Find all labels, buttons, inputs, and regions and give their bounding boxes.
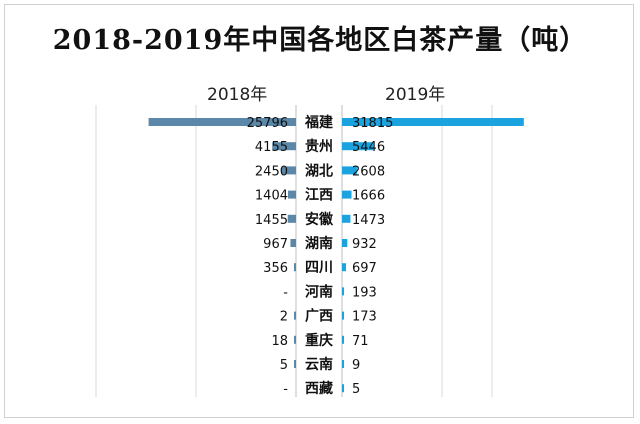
- category-label-0: 福建: [304, 114, 333, 131]
- bar-2019-9: [342, 335, 344, 344]
- value-label-2018-5: 967: [263, 237, 288, 252]
- bar-2019-4: [342, 214, 351, 223]
- value-label-2018-6: 356: [263, 261, 288, 276]
- category-label-1: 贵州: [305, 138, 333, 155]
- legend-2018: 2018年: [207, 85, 268, 105]
- bar-2018-8: [294, 311, 296, 320]
- bar-2019-11: [342, 384, 344, 393]
- value-label-2019-5: 932: [352, 237, 377, 252]
- bar-2019-3: [342, 190, 352, 199]
- value-label-2019-11: 5: [352, 382, 360, 397]
- category-label-2: 湖北: [305, 163, 333, 179]
- bar-2018-2: [282, 166, 296, 175]
- category-label-8: 广西: [305, 308, 333, 325]
- value-label-2019-0: 31815: [352, 116, 393, 131]
- category-label-3: 江西: [305, 187, 333, 204]
- bar-2018-4: [287, 214, 296, 223]
- bar-2019-0: [342, 118, 524, 126]
- category-label-11: 西藏: [305, 380, 333, 397]
- bar-2019-5: [342, 239, 348, 247]
- bar-2018-6: [293, 263, 296, 272]
- value-label-2018-8: 2: [280, 310, 288, 325]
- category-label-4: 安徽: [305, 211, 334, 228]
- bar-2018-1: [272, 142, 296, 151]
- value-label-2018-7: -: [283, 285, 288, 300]
- bar-2019-8: [342, 311, 344, 320]
- legend-2019: 2019年: [385, 85, 446, 105]
- value-label-2019-8: 173: [352, 310, 377, 325]
- value-label-2019-3: 1666: [352, 189, 385, 204]
- value-label-2019-10: 9: [352, 358, 360, 373]
- value-label-2018-10: 5: [280, 358, 288, 373]
- category-label-9: 重庆: [305, 332, 333, 349]
- value-label-2019-7: 193: [352, 285, 377, 300]
- value-label-2018-3: 1404: [255, 189, 288, 204]
- value-label-2018-9: 18: [271, 334, 288, 349]
- bar-2018-9: [294, 335, 296, 344]
- value-label-2019-9: 71: [352, 334, 369, 349]
- bar-2018-0: [148, 118, 296, 126]
- bar-2018-10: [294, 360, 296, 368]
- value-label-2018-0: 25796: [247, 116, 288, 131]
- category-label-6: 四川: [305, 260, 333, 276]
- value-label-2019-4: 1473: [352, 213, 385, 228]
- value-label-2019-2: 2608: [352, 164, 385, 179]
- bar-2019-2: [342, 166, 357, 175]
- value-label-2019-6: 697: [352, 261, 377, 276]
- bar-2019-6: [342, 263, 346, 272]
- value-label-2018-2: 2450: [255, 164, 288, 179]
- value-label-2019-1: 5446: [352, 140, 385, 155]
- chart-title: 2018-2019年中国各地区白茶产量（吨）: [52, 25, 588, 56]
- value-label-2018-11: -: [283, 382, 288, 397]
- value-label-2018-1: 4155: [255, 140, 288, 155]
- value-label-2018-4: 1455: [255, 213, 288, 228]
- bar-2019-10: [342, 360, 344, 368]
- bar-2018-5: [290, 239, 296, 247]
- category-label-10: 云南: [305, 356, 333, 373]
- bar-2018-3: [287, 190, 296, 199]
- chart-frame: [4, 4, 634, 418]
- bar-2019-1: [342, 142, 374, 151]
- category-label-5: 湖南: [305, 235, 333, 252]
- bar-2019-7: [342, 287, 344, 296]
- category-label-7: 河南: [305, 283, 333, 300]
